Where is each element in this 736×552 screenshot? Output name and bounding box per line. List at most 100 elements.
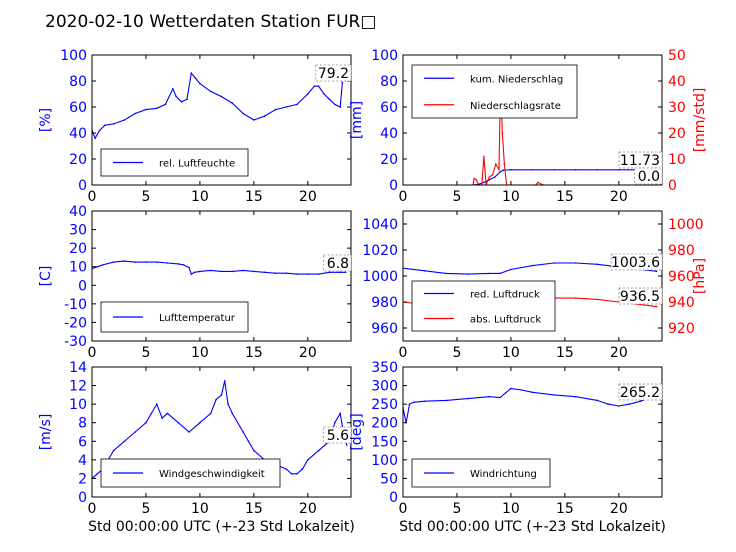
y-tick-label: 980 [371, 295, 398, 311]
x-tick-label: 20 [299, 345, 317, 361]
data-point [491, 173, 494, 176]
data-point [190, 273, 193, 275]
y-tick-label: 80 [380, 74, 398, 90]
data-point [574, 297, 577, 299]
data-point [123, 260, 126, 262]
data-point [166, 412, 169, 415]
data-point [94, 137, 96, 139]
x-tick-label: 10 [502, 189, 520, 205]
y2-tick-label: 20 [668, 126, 686, 142]
y-tick-label: 40 [69, 126, 87, 142]
data-point [445, 399, 448, 402]
data-point [510, 169, 512, 171]
y-tick-label: 100 [371, 48, 398, 64]
data-point [493, 176, 496, 178]
data-point [413, 401, 415, 404]
data-point [488, 272, 491, 275]
data-point [339, 106, 342, 108]
data-point [123, 440, 126, 443]
data-point [134, 261, 136, 263]
data-point [408, 403, 411, 405]
y2-axis-label: [mm/std] [692, 88, 708, 153]
data-point [247, 440, 250, 443]
data-point [344, 271, 347, 274]
y-tick-label: 40 [69, 204, 87, 220]
data-point [488, 395, 491, 398]
data-point [483, 181, 485, 184]
y-tick-label: 12 [69, 379, 87, 395]
data-point [628, 403, 631, 405]
data-point [182, 264, 185, 266]
y-tick-label: 1040 [362, 217, 398, 233]
data-point [317, 273, 320, 275]
data-point [96, 473, 99, 475]
data-point [498, 168, 500, 171]
x-tick-label: 0 [399, 345, 408, 361]
data-point [553, 394, 555, 396]
data-point [499, 272, 501, 275]
data-point [334, 421, 336, 424]
y2-axis-label: [hPa] [692, 258, 708, 294]
data-point [313, 85, 316, 87]
data-point [188, 431, 190, 433]
data-point [253, 270, 255, 273]
data-point [296, 103, 298, 106]
x-tick-label: 5 [452, 501, 461, 517]
y2-tick-label: 940 [668, 295, 695, 311]
legend-label: Windrichtung [470, 469, 537, 480]
data-point [483, 155, 485, 158]
legend-box [411, 280, 556, 332]
data-point [134, 431, 136, 433]
value-label-box [634, 167, 663, 185]
data-point [242, 112, 244, 115]
data-point [231, 270, 234, 273]
value-label: 6.8 [327, 256, 349, 272]
data-point [639, 400, 642, 403]
y-tick-label: 2 [78, 471, 87, 487]
value-label-box [315, 64, 352, 82]
data-point [172, 88, 174, 90]
panel-pressure: 0 5 10 15 20 960 980 1000 1020 1040 920 940 960 980 10… [362, 210, 708, 361]
data-point [290, 473, 293, 475]
panel-precip: 0 5 10 15 20 0 20 40 60 80 100 0 10 20 30 40 50 [mm] [mm/s… [349, 48, 708, 205]
y-tick-label: 100 [371, 453, 398, 469]
data-point [242, 431, 244, 433]
data-point [467, 397, 469, 400]
data-point [328, 98, 331, 100]
data-point [177, 421, 180, 424]
data-point [223, 380, 226, 382]
x-tick-label: 10 [502, 501, 520, 517]
data-point [499, 171, 501, 173]
data-point [209, 90, 212, 93]
data-point [307, 93, 309, 95]
data-point [445, 272, 448, 275]
y2-tick-label: 920 [668, 321, 695, 337]
y-tick-label: 30 [69, 223, 87, 239]
y-tick-label: 0 [389, 490, 398, 506]
y2-tick-label: 50 [668, 48, 686, 64]
data-point [574, 395, 577, 398]
data-point [175, 95, 177, 98]
data-point [98, 129, 101, 132]
legend-label: abs. Luftdruck [470, 315, 541, 326]
x-axis-label: Std 00:00:00 UTC (+-23 Std Lokalzeit) [88, 519, 355, 535]
figure-title: 2020-02-10 Wetterdaten Station FUR□ [45, 12, 376, 32]
value-label-box [610, 253, 663, 271]
data-point [553, 262, 555, 264]
y-tick-label: 60 [380, 100, 398, 116]
y-tick-label: 80 [69, 74, 87, 90]
y-tick-label: 20 [380, 152, 398, 168]
y2-tick-label: 960 [668, 269, 695, 285]
y-tick-label: 200 [371, 416, 398, 432]
legend-box [411, 64, 578, 119]
data-point [188, 266, 190, 269]
y-tick-label: 40 [380, 126, 398, 142]
data-point [112, 123, 115, 125]
data-point [199, 270, 201, 273]
value-label-box [618, 383, 663, 401]
x-tick-label: 20 [610, 189, 628, 205]
x-tick-label: 15 [556, 345, 574, 361]
data-point [231, 412, 234, 415]
